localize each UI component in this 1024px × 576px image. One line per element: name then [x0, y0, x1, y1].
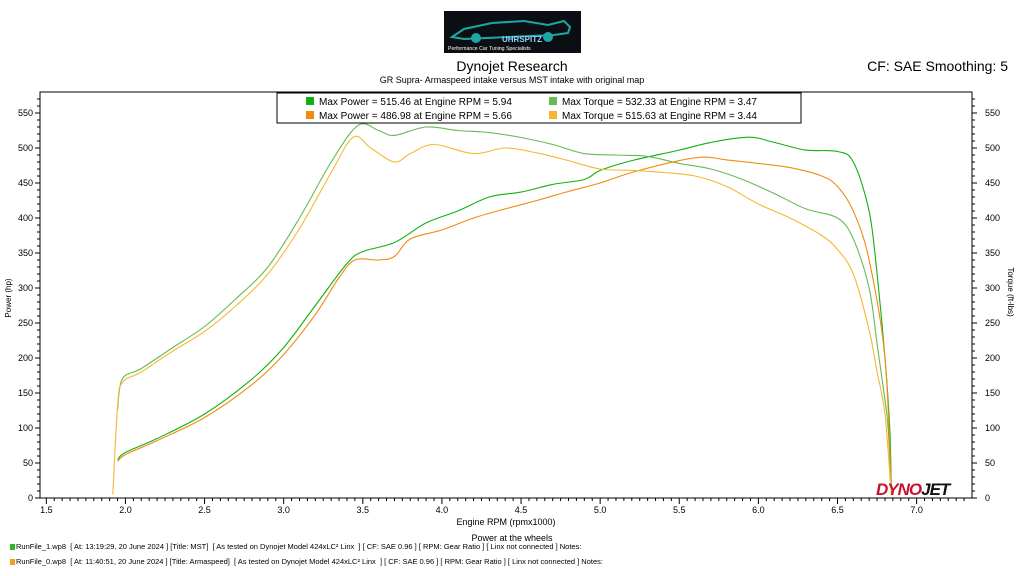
chart-footer-label: Power at the wheels	[471, 533, 553, 543]
dynojet-brand: DYNOJET	[876, 480, 950, 500]
brand-logo: UHRSPITZ Performance Car Tuning Speciali…	[444, 11, 581, 53]
y-right-tick-label: 550	[985, 108, 1000, 118]
y-left-tick-label: 0	[28, 493, 33, 503]
chart-subtitle: GR Supra- Armaspeed intake versus MST in…	[379, 75, 645, 85]
y-left-tick-label: 550	[18, 108, 33, 118]
x-tick-label: 2.0	[119, 505, 132, 515]
y-right-tick-label: 200	[985, 353, 1000, 363]
legend-label-3: Max Torque = 515.63 at Engine RPM = 3.44	[562, 111, 757, 122]
y-left-tick-label: 300	[18, 283, 33, 293]
legend-label-2: Max Power = 486.98 at Engine RPM = 5.66	[319, 111, 512, 122]
x-axis-label: Engine RPM (rpmx1000)	[456, 517, 555, 527]
x-tick-label: 1.5	[40, 505, 53, 515]
y-left-tick-label: 350	[18, 248, 33, 258]
x-tick-label: 2.5	[198, 505, 211, 515]
run-file-1-text: RunFile_1.wp8 [ At: 13:19:29, 20 June 20…	[16, 542, 582, 551]
logo-name: UHRSPITZ	[502, 35, 542, 44]
y-right-tick-label: 450	[985, 178, 1000, 188]
y-left-tick-label: 100	[18, 423, 33, 433]
run-file-0-text: RunFile_0.wp8 [ At: 11:40:51, 20 June 20…	[16, 557, 603, 566]
y-left-tick-label: 50	[23, 458, 33, 468]
y-left-tick-label: 500	[18, 143, 33, 153]
y-left-tick-label: 150	[18, 388, 33, 398]
y-right-tick-label: 0	[985, 493, 990, 503]
cf-smoothing-label: CF: SAE Smoothing: 5	[867, 58, 1008, 74]
x-tick-label: 4.5	[515, 505, 528, 515]
wheel-icon	[543, 32, 553, 42]
y-axis-left-label: Power (hp)	[4, 278, 13, 317]
y-axis-left: 0 50 100 150 200 250 300 350 400 450 500 550	[18, 98, 40, 503]
legend-swatch-1	[549, 97, 557, 105]
series-line-2	[117, 156, 892, 492]
y-right-tick-label: 50	[985, 458, 995, 468]
series-line-1	[116, 123, 892, 488]
x-tick-label: 6.5	[831, 505, 844, 515]
y-left-tick-label: 250	[18, 318, 33, 328]
legend-swatch-3	[549, 111, 557, 119]
y-axis-right-label: Torque (ft-lbs)	[1006, 267, 1015, 317]
y-right-tick-label: 400	[985, 213, 1000, 223]
y-right-tick-label: 100	[985, 423, 1000, 433]
series-line-0	[117, 136, 892, 488]
run-file-1: RunFile_1.wp8 [ At: 13:19:29, 20 June 20…	[10, 542, 581, 551]
brand-dyno: DYNO	[876, 480, 922, 499]
legend-swatch-0	[306, 97, 314, 105]
wheel-icon	[471, 33, 481, 43]
logo-tagline: Performance Car Tuning Specialists	[448, 46, 531, 52]
x-tick-label: 5.5	[673, 505, 686, 515]
run-file-0: RunFile_0.wp8 [ At: 11:40:51, 20 June 20…	[10, 557, 603, 566]
chart-title: Dynojet Research	[456, 58, 568, 74]
run-file-1-swatch	[10, 544, 15, 551]
y-axis-right: 0 50 100 150 200 250 300 350 400 450 500 550	[972, 98, 1000, 503]
y-right-tick-label: 250	[985, 318, 1000, 328]
x-tick-label: 6.0	[752, 505, 765, 515]
legend-box	[276, 92, 802, 124]
brand-jet: JET	[921, 480, 950, 499]
plot-area	[39, 91, 973, 499]
x-tick-label: 4.0	[436, 505, 449, 515]
series-group	[112, 123, 892, 495]
y-left-tick-label: 400	[18, 213, 33, 223]
legend-label-1: Max Torque = 532.33 at Engine RPM = 3.47	[562, 97, 757, 108]
run-file-0-swatch	[10, 559, 15, 566]
x-axis: 1.5 2.0 2.5 3.0 3.5 4.0 4.5 5.0 5.5 6.0 6.5 7.0	[40, 498, 965, 515]
legend-label-0: Max Power = 515.46 at Engine RPM = 5.94	[319, 97, 512, 108]
x-tick-label: 3.0	[277, 505, 290, 515]
y-right-tick-label: 300	[985, 283, 1000, 293]
y-right-tick-label: 350	[985, 248, 1000, 258]
y-left-tick-label: 450	[18, 178, 33, 188]
y-right-tick-label: 150	[985, 388, 1000, 398]
y-left-tick-label: 200	[18, 353, 33, 363]
y-right-tick-label: 500	[985, 143, 1000, 153]
series-line-3	[112, 135, 892, 495]
legend-swatch-2	[306, 111, 314, 119]
x-tick-label: 7.0	[910, 505, 923, 515]
legend: Max Power = 515.46 at Engine RPM = 5.94 M…	[276, 92, 802, 124]
x-tick-label: 3.5	[357, 505, 370, 515]
x-tick-label: 5.0	[594, 505, 607, 515]
car-silhouette-icon	[449, 19, 572, 41]
